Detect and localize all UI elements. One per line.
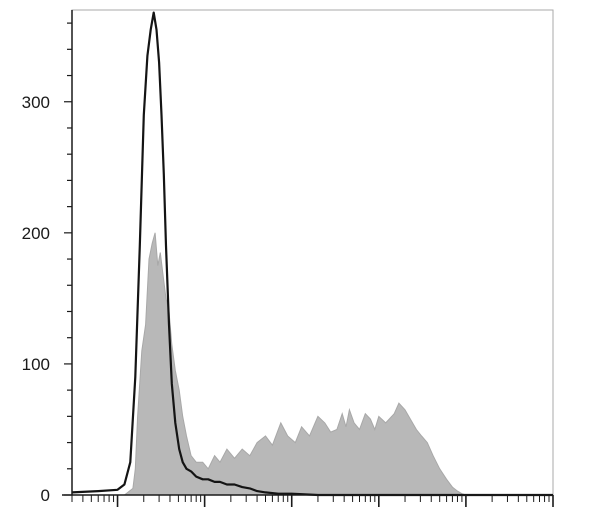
y-axis-ticks: 0 100 200 300 — [22, 22, 72, 505]
y-tick-label: 300 — [22, 93, 50, 112]
y-tick-label: 0 — [41, 486, 50, 505]
series-filled-histogram — [72, 232, 553, 496]
series-line-histogram — [71, 11, 553, 497]
y-tick-label: 200 — [22, 224, 50, 243]
series-layer — [71, 11, 553, 497]
x-axis-ticks — [71, 495, 554, 507]
y-tick-label: 100 — [22, 355, 50, 374]
